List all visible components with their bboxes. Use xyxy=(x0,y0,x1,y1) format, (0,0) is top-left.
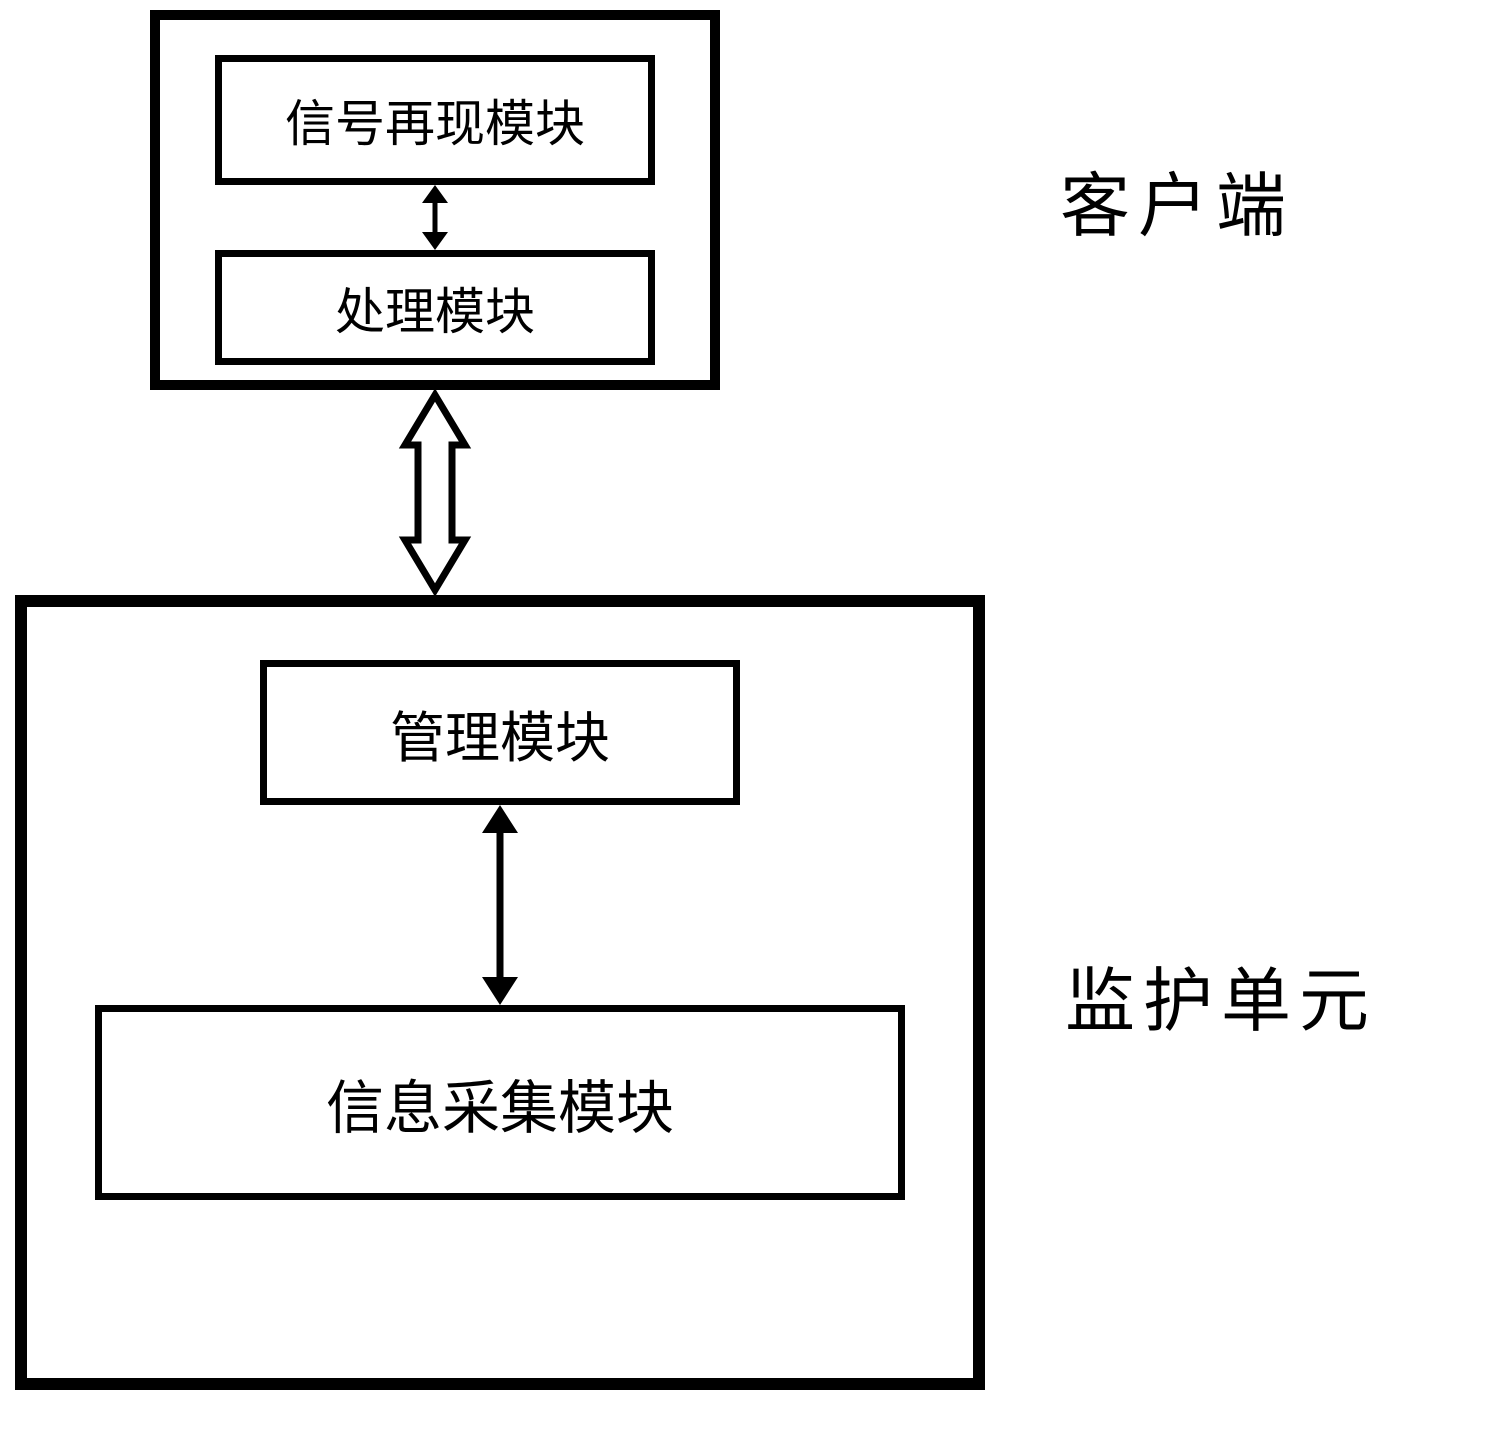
signal-reproduction-module: 信号再现模块 xyxy=(215,55,655,185)
info-collection-module: 信息采集模块 xyxy=(95,1005,905,1200)
client-side-label: 客户端 xyxy=(1060,150,1294,251)
arrow-management-collection xyxy=(480,805,520,1005)
processing-module: 处理模块 xyxy=(215,250,655,365)
arrow-client-monitor xyxy=(405,395,465,590)
arrow-a2-shape xyxy=(405,395,465,590)
monitor-label-text: 监护单元 xyxy=(1065,964,1377,1041)
management-module-label: 管理模块 xyxy=(390,693,610,773)
monitor-side-label: 监护单元 xyxy=(1065,945,1377,1046)
management-module: 管理模块 xyxy=(260,660,740,805)
arrow-a3-shape xyxy=(482,805,518,1005)
collection-module-label: 信息采集模块 xyxy=(326,1061,674,1145)
signal-module-label: 信号再现模块 xyxy=(285,84,585,156)
arrow-a1-shape xyxy=(422,185,448,250)
client-label-text: 客户端 xyxy=(1060,169,1294,246)
arrow-signal-processing xyxy=(420,185,450,250)
processing-module-label: 处理模块 xyxy=(335,272,535,344)
